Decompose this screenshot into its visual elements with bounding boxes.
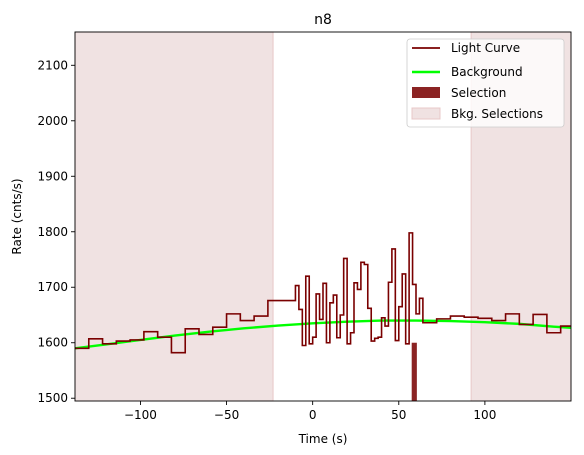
x-axis-ticks: −100 −50 0 50 100 xyxy=(124,401,496,422)
selection-band xyxy=(411,342,417,401)
plot-frame xyxy=(74,31,572,402)
x-axis-label: Time (s) xyxy=(298,432,348,446)
x-tick-label: 0 xyxy=(309,408,317,422)
chart-title: n8 xyxy=(314,12,332,28)
x-tick-label: 50 xyxy=(391,408,406,422)
light-curve-line xyxy=(75,232,571,354)
legend-swatch-selection xyxy=(412,87,440,98)
y-tick-label: 1800 xyxy=(37,225,68,239)
x-tick-label: −50 xyxy=(214,408,239,422)
y-tick-label: 1700 xyxy=(37,280,68,294)
y-axis-label: Rate (cnts/s) xyxy=(10,178,24,254)
light-curve-series xyxy=(75,232,571,354)
y-tick-label: 1500 xyxy=(37,391,68,405)
selection-region xyxy=(411,342,417,401)
legend-swatch-bkg-selections xyxy=(411,107,441,120)
x-tick-label: 100 xyxy=(473,408,496,422)
y-tick-label: 2100 xyxy=(37,58,68,72)
y-tick-label: 1900 xyxy=(37,169,68,183)
legend-label-selection: Selection xyxy=(451,86,506,100)
legend: Light Curve Background Selection Bkg. Se… xyxy=(406,38,565,128)
legend-box xyxy=(406,38,565,128)
y-tick-label: 1600 xyxy=(37,336,68,350)
legend-label-background: Background xyxy=(451,65,523,79)
y-tick-label: 2000 xyxy=(37,114,68,128)
legend-label-light-curve: Light Curve xyxy=(451,41,520,55)
x-tick-label: −100 xyxy=(124,408,157,422)
bkg-selection-region xyxy=(74,31,274,402)
legend-label-bkg-selections: Bkg. Selections xyxy=(451,107,543,121)
y-axis-ticks: 1500 1600 1700 1800 1900 2000 2100 xyxy=(37,58,75,405)
